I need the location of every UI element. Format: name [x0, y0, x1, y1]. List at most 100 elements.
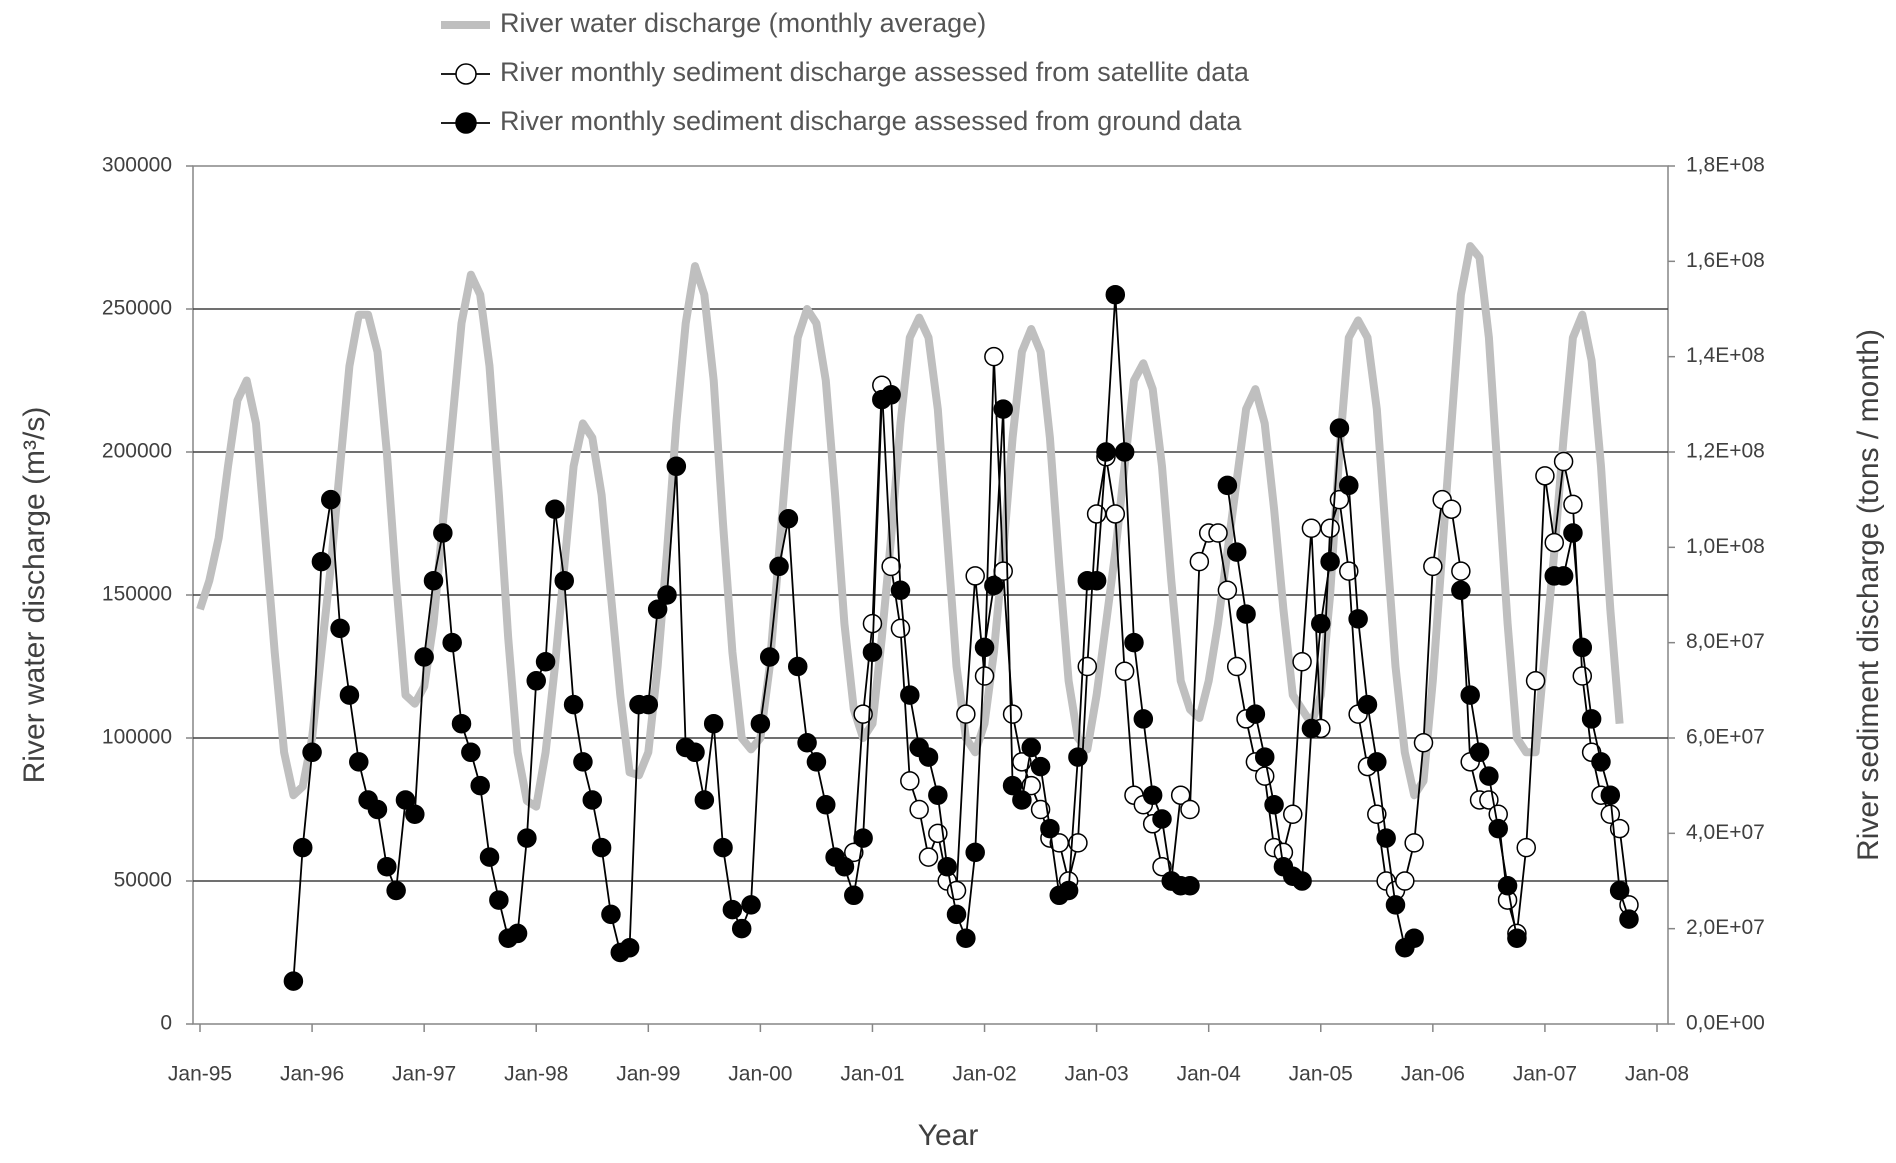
sediment-point — [1086, 570, 1107, 591]
sediment-point — [1619, 909, 1639, 929]
sediment-point — [1264, 794, 1284, 815]
sediment-point — [1030, 756, 1051, 777]
sediment-point — [1441, 499, 1462, 519]
sediment-point — [974, 666, 995, 686]
sediment-point — [1077, 656, 1098, 677]
sediment-point — [1376, 828, 1396, 848]
sediment-point — [1114, 442, 1135, 462]
x-tick-label: Jan-01 — [840, 1063, 904, 1086]
sediment-point — [1469, 742, 1490, 763]
sediment-point — [1609, 818, 1630, 839]
sediment-point — [1497, 876, 1518, 896]
sediment-point — [1189, 551, 1210, 572]
sediment-point — [1068, 747, 1088, 767]
sediment-point — [554, 570, 574, 591]
sediment-point — [1226, 542, 1247, 562]
y2-axis-title: River sediment discharge (tons / month) — [1852, 329, 1885, 861]
sediment-point — [1563, 523, 1583, 543]
y2-tick-label: 0,0E+00 — [1686, 1012, 1765, 1035]
sediment-point — [900, 771, 920, 791]
sediment-point — [591, 837, 612, 858]
sediment-point — [414, 647, 434, 667]
sediment-point — [1208, 523, 1228, 543]
sediment-point — [928, 785, 948, 805]
sediment-point — [1553, 566, 1574, 586]
sediment-point — [526, 671, 546, 691]
y2-tick-label: 4,0E+07 — [1686, 821, 1765, 844]
sediment-point — [1068, 833, 1088, 853]
sediment-point — [1283, 804, 1303, 825]
sediment-point — [937, 856, 957, 877]
sediment-point — [339, 685, 360, 705]
sediment-point — [1479, 766, 1499, 786]
sediment-point — [1301, 718, 1322, 739]
sediment-point — [442, 632, 462, 653]
sediment-point — [965, 842, 985, 863]
y2-tick-label: 8,0E+07 — [1686, 630, 1765, 653]
sediment-point — [451, 713, 472, 734]
x-tick-label: Jan-96 — [280, 1063, 344, 1086]
sediment-point — [1152, 856, 1172, 877]
sediment-point — [1002, 775, 1023, 796]
sediment-point — [1451, 580, 1471, 600]
sediment-point — [1413, 733, 1434, 753]
sediment-point — [507, 923, 528, 944]
sediment-point — [517, 828, 537, 848]
sediment-point — [759, 647, 780, 667]
sediment-point — [1217, 580, 1238, 600]
sediment-point — [1114, 661, 1135, 682]
sediment-point — [1591, 752, 1611, 772]
sediment-point — [778, 508, 799, 529]
sediment-point — [479, 847, 500, 867]
sediment-point — [974, 637, 995, 658]
sediment-point — [461, 742, 481, 763]
sediment-point — [1581, 709, 1602, 729]
x-tick-label: Jan-05 — [1289, 1063, 1353, 1086]
sediment-point — [918, 747, 939, 767]
x-tick-label: Jan-03 — [1065, 1063, 1129, 1086]
sediment-point — [1096, 442, 1116, 462]
sediment-point — [1002, 704, 1023, 724]
sediment-point — [1124, 632, 1144, 653]
sediment-point — [956, 928, 976, 948]
sediment-point — [1180, 876, 1200, 896]
y-tick-label: 200000 — [102, 440, 172, 463]
sediment-point — [1180, 799, 1200, 820]
sediment-point — [741, 895, 761, 915]
sediment-point — [946, 904, 967, 925]
sediment-point — [1030, 799, 1051, 820]
x-tick-label: Jan-08 — [1625, 1063, 1689, 1086]
sediment-point — [573, 752, 593, 772]
sediment-point — [1395, 871, 1415, 891]
sediment-point — [956, 704, 976, 724]
sediment-point — [433, 523, 453, 543]
sediment-point — [1488, 818, 1508, 839]
y2-tick-label: 1,0E+08 — [1686, 535, 1765, 558]
sediment-point — [1423, 556, 1443, 577]
y2-tick-label: 1,8E+08 — [1686, 154, 1765, 177]
sediment-point — [563, 694, 584, 715]
y-tick-label: 50000 — [114, 869, 172, 892]
sediment-point — [844, 885, 864, 906]
sediment-point — [405, 804, 425, 825]
sediment-point — [1133, 709, 1154, 729]
sediment-point — [1357, 694, 1378, 715]
sediment-point — [1572, 637, 1593, 658]
sediment-point — [1058, 880, 1079, 901]
sediment-point — [582, 790, 603, 810]
sediment-point — [1367, 752, 1387, 772]
legend-marker — [455, 63, 477, 85]
x-tick-label: Jan-99 — [616, 1063, 680, 1086]
sediment-point — [619, 937, 640, 958]
sediment-point — [816, 794, 836, 815]
sediment-point — [1236, 604, 1256, 624]
sediment-point — [1339, 561, 1359, 581]
sediment-point — [769, 556, 789, 577]
sediment-point — [1152, 809, 1172, 829]
sediment-point — [1040, 818, 1060, 839]
sediment-point — [1572, 666, 1593, 686]
sediment-point — [1170, 785, 1191, 805]
sediment-point — [1553, 451, 1574, 472]
y-tick-label: 100000 — [102, 726, 172, 749]
